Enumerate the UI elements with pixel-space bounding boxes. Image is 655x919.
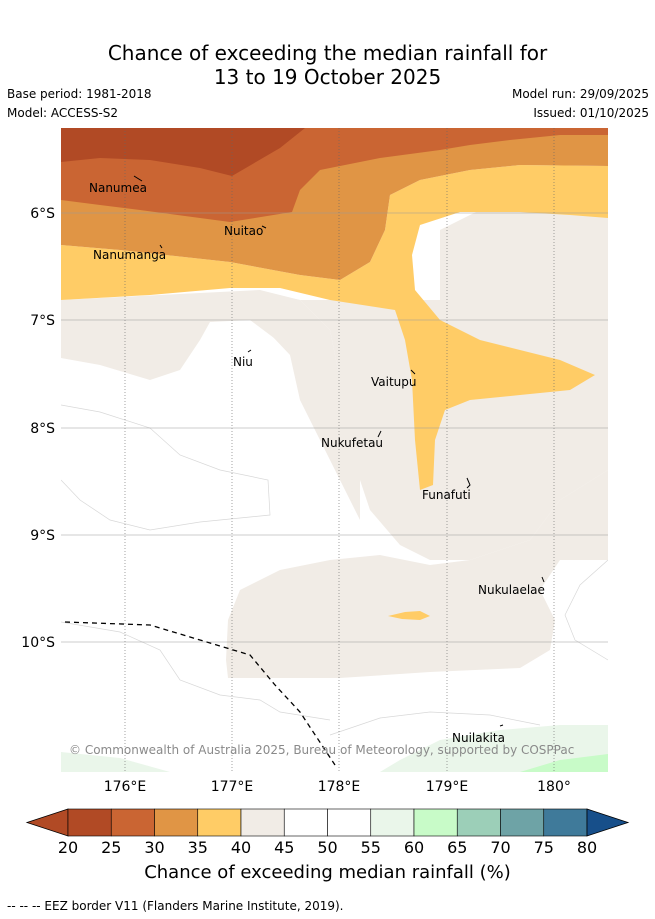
island-outlines — [133, 175, 545, 727]
lon-label: 176°E — [104, 779, 147, 795]
title-line-1: Chance of exceeding the median rainfall … — [107, 41, 548, 65]
lat-label: 6°S — [30, 206, 55, 222]
issued-date: Issued: 01/10/2025 — [533, 106, 649, 120]
lon-label: 177°E — [211, 779, 254, 795]
place-nanumanga: Nanumanga — [93, 248, 166, 262]
copyright-notice: © Commonwealth of Australia 2025, Bureau… — [69, 743, 574, 757]
colorbar-tick-label: 70 — [490, 838, 510, 857]
colorbar-tick-label: 80 — [577, 838, 597, 857]
model-run: Model run: 29/09/2025 — [511, 87, 649, 101]
place-niu: Niu — [233, 355, 253, 369]
colorbar-segment — [327, 808, 372, 837]
colorbar-segment — [456, 808, 501, 837]
colorbar-tick-label: 55 — [361, 838, 381, 857]
place-nanumea: Nanumea — [89, 181, 147, 195]
base-period: Base period: 1981-2018 — [7, 87, 152, 101]
place-labels: Nanumea Nuitao Nanumanga Niu Vaitupu Nuk… — [89, 181, 545, 745]
colorbar: 20 25 30 35 40 45 50 55 60 65 70 75 80 — [25, 808, 630, 857]
place-funafuti: Funafuti — [422, 488, 471, 502]
lon-label: 179°E — [426, 779, 469, 795]
longitude-labels: 176°E 177°E 178°E 179°E 180° — [104, 779, 571, 795]
colorbar-title: Chance of exceeding median rainfall (%) — [144, 862, 511, 883]
probability-fill — [61, 128, 608, 772]
colorbar-tick-label: 20 — [58, 838, 78, 857]
eez-border — [64, 621, 336, 766]
place-nuitao: Nuitao — [224, 224, 263, 238]
colorbar-extension-low — [25, 808, 69, 837]
lon-label: 180° — [537, 779, 571, 795]
colorbar-segment — [283, 808, 328, 837]
colorbar-tick-label: 30 — [144, 838, 164, 857]
colorbar-tick-label: 25 — [101, 838, 121, 857]
colorbar-segment — [370, 808, 415, 837]
latitude-labels: 6°S 7°S 8°S 9°S 10°S — [21, 206, 55, 651]
place-nukufetau: Nukufetau — [321, 436, 383, 450]
lat-label: 7°S — [30, 313, 55, 329]
colorbar-tick-label: 65 — [447, 838, 467, 857]
place-nuilakita: Nuilakita — [452, 731, 505, 745]
colorbar-segment — [197, 808, 242, 837]
colorbar-segment — [543, 808, 588, 837]
colorbar-tick-label: 75 — [534, 838, 554, 857]
colorbar-segment — [240, 808, 285, 837]
colorbar-tick-label: 45 — [274, 838, 294, 857]
colorbar-segment — [413, 808, 458, 837]
lat-label: 10°S — [21, 635, 55, 651]
gridlines — [61, 128, 608, 772]
model-name: Model: ACCESS-S2 — [7, 106, 119, 120]
place-nukulaelae: Nukulaelae — [478, 583, 545, 597]
colorbar-tick-label: 35 — [188, 838, 208, 857]
colorbar-tick-label: 60 — [404, 838, 424, 857]
colorbar-extension-high — [586, 808, 630, 837]
colorbar-segment — [67, 808, 112, 837]
colorbar-segment — [500, 808, 545, 837]
colorbar-segment — [110, 808, 155, 837]
lat-label: 9°S — [30, 528, 55, 544]
lon-label: 178°E — [318, 779, 361, 795]
colorbar-tick-label: 50 — [317, 838, 337, 857]
colorbar-tick-label: 40 — [231, 838, 251, 857]
colorbar-segment — [154, 808, 199, 837]
title-line-2: 13 to 19 October 2025 — [213, 65, 442, 89]
eez-footnote: -- -- -- EEZ border V11 (Flanders Marine… — [7, 899, 344, 913]
place-vaitupu: Vaitupu — [371, 375, 417, 389]
lat-label: 8°S — [30, 421, 55, 437]
